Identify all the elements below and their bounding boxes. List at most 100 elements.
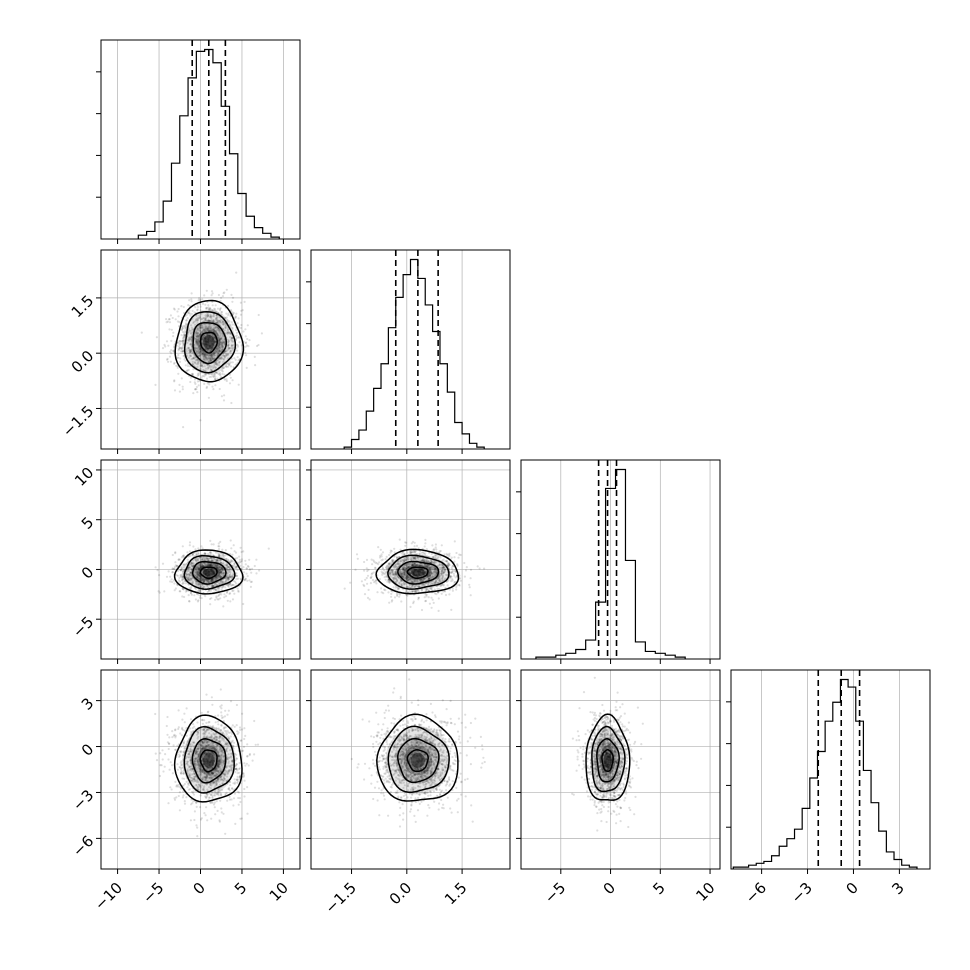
scatter-point (182, 784, 185, 787)
scatter-point (170, 352, 173, 355)
scatter-point (246, 337, 249, 341)
scatter-point (207, 308, 211, 311)
scatter-point (234, 582, 238, 585)
scatter-point (218, 331, 221, 334)
scatter-point (230, 344, 233, 347)
scatter-point (234, 822, 237, 826)
scatter-point (200, 348, 203, 351)
scatter-point (387, 591, 390, 594)
scatter-point (195, 340, 198, 343)
scatter-point (213, 378, 217, 381)
scatter-point (367, 568, 370, 571)
scatter-point (192, 320, 195, 323)
scatter-point (204, 317, 207, 320)
scatter-point (194, 388, 197, 391)
scatter-point (197, 588, 200, 592)
scatter-point (448, 554, 451, 558)
scatter-point (203, 382, 206, 385)
scatter-point (237, 359, 240, 362)
scatter-point (217, 594, 220, 598)
scatter-point (222, 555, 225, 558)
scatter-point (204, 353, 207, 356)
scatter-point (224, 350, 227, 353)
scatter-point (194, 347, 197, 350)
scatter-point (442, 558, 445, 561)
scatter-point (178, 360, 182, 363)
scatter-point (200, 326, 203, 329)
scatter-point (428, 602, 431, 605)
scatter-point (230, 547, 233, 550)
scatter-point (171, 571, 174, 574)
scatter-point (187, 368, 190, 372)
scatter-point (196, 353, 199, 356)
scatter-point (238, 561, 241, 564)
scatter-point (213, 337, 216, 340)
scatter-point (225, 331, 228, 334)
scatter-point (221, 343, 224, 346)
scatter-point (179, 761, 182, 764)
scatter-point (222, 354, 225, 357)
scatter-point (209, 356, 212, 359)
scatter-point (412, 600, 415, 603)
scatter-point (201, 718, 204, 722)
scatter-point (208, 345, 211, 348)
scatter-point (219, 342, 222, 345)
scatter-point (229, 336, 232, 339)
scatter-point (244, 345, 247, 348)
scatter-point (229, 332, 232, 335)
scatter-point (368, 598, 371, 601)
scatter-point (213, 307, 216, 310)
scatter-point (196, 372, 199, 375)
scatter-point (185, 319, 188, 322)
scatter-point (181, 339, 185, 342)
scatter-point (217, 336, 220, 340)
scatter-point (209, 353, 212, 356)
scatter-point (220, 395, 223, 398)
scatter-point (206, 335, 209, 338)
scatter-point (204, 367, 208, 370)
scatter-point (221, 372, 224, 375)
scatter-point (180, 377, 183, 380)
scatter-point (176, 366, 179, 369)
scatter-point (204, 342, 208, 345)
scatter-point (225, 365, 228, 368)
scatter-point (222, 366, 225, 370)
scatter-point (188, 351, 191, 354)
scatter-point (398, 538, 401, 541)
scatter-point (427, 588, 430, 592)
scatter-point (204, 336, 207, 339)
scatter-point (201, 363, 204, 366)
scatter-point (228, 339, 231, 342)
scatter-point (195, 805, 198, 809)
scatter-point (388, 553, 391, 557)
scatter-point (195, 351, 198, 354)
scatter-point (168, 768, 171, 771)
scatter-point (385, 555, 388, 559)
scatter-point (208, 359, 212, 362)
scatter-point (214, 330, 217, 333)
scatter-point (177, 709, 180, 712)
scatter-point (209, 315, 212, 318)
scatter-point (220, 348, 223, 352)
scatter-point (222, 605, 225, 608)
scatter-point (214, 362, 217, 366)
scatter-point (215, 330, 218, 333)
scatter-point (201, 369, 205, 372)
scatter-point (377, 546, 380, 549)
scatter-point (209, 603, 212, 606)
scatter-point (200, 711, 203, 714)
scatter-point (199, 325, 202, 328)
scatter-point (187, 338, 190, 341)
scatter-point (190, 350, 193, 353)
scatter-point (192, 356, 195, 359)
scatter-point (237, 317, 240, 320)
histogram-param-3 (732, 678, 918, 869)
scatter-point (205, 289, 208, 292)
scatter-point (171, 580, 174, 584)
scatter-point (189, 331, 193, 334)
scatter-point (207, 338, 210, 341)
scatter-point (371, 578, 375, 582)
scatter-point (173, 797, 176, 800)
scatter-point (231, 327, 234, 330)
scatter-point (410, 542, 413, 545)
